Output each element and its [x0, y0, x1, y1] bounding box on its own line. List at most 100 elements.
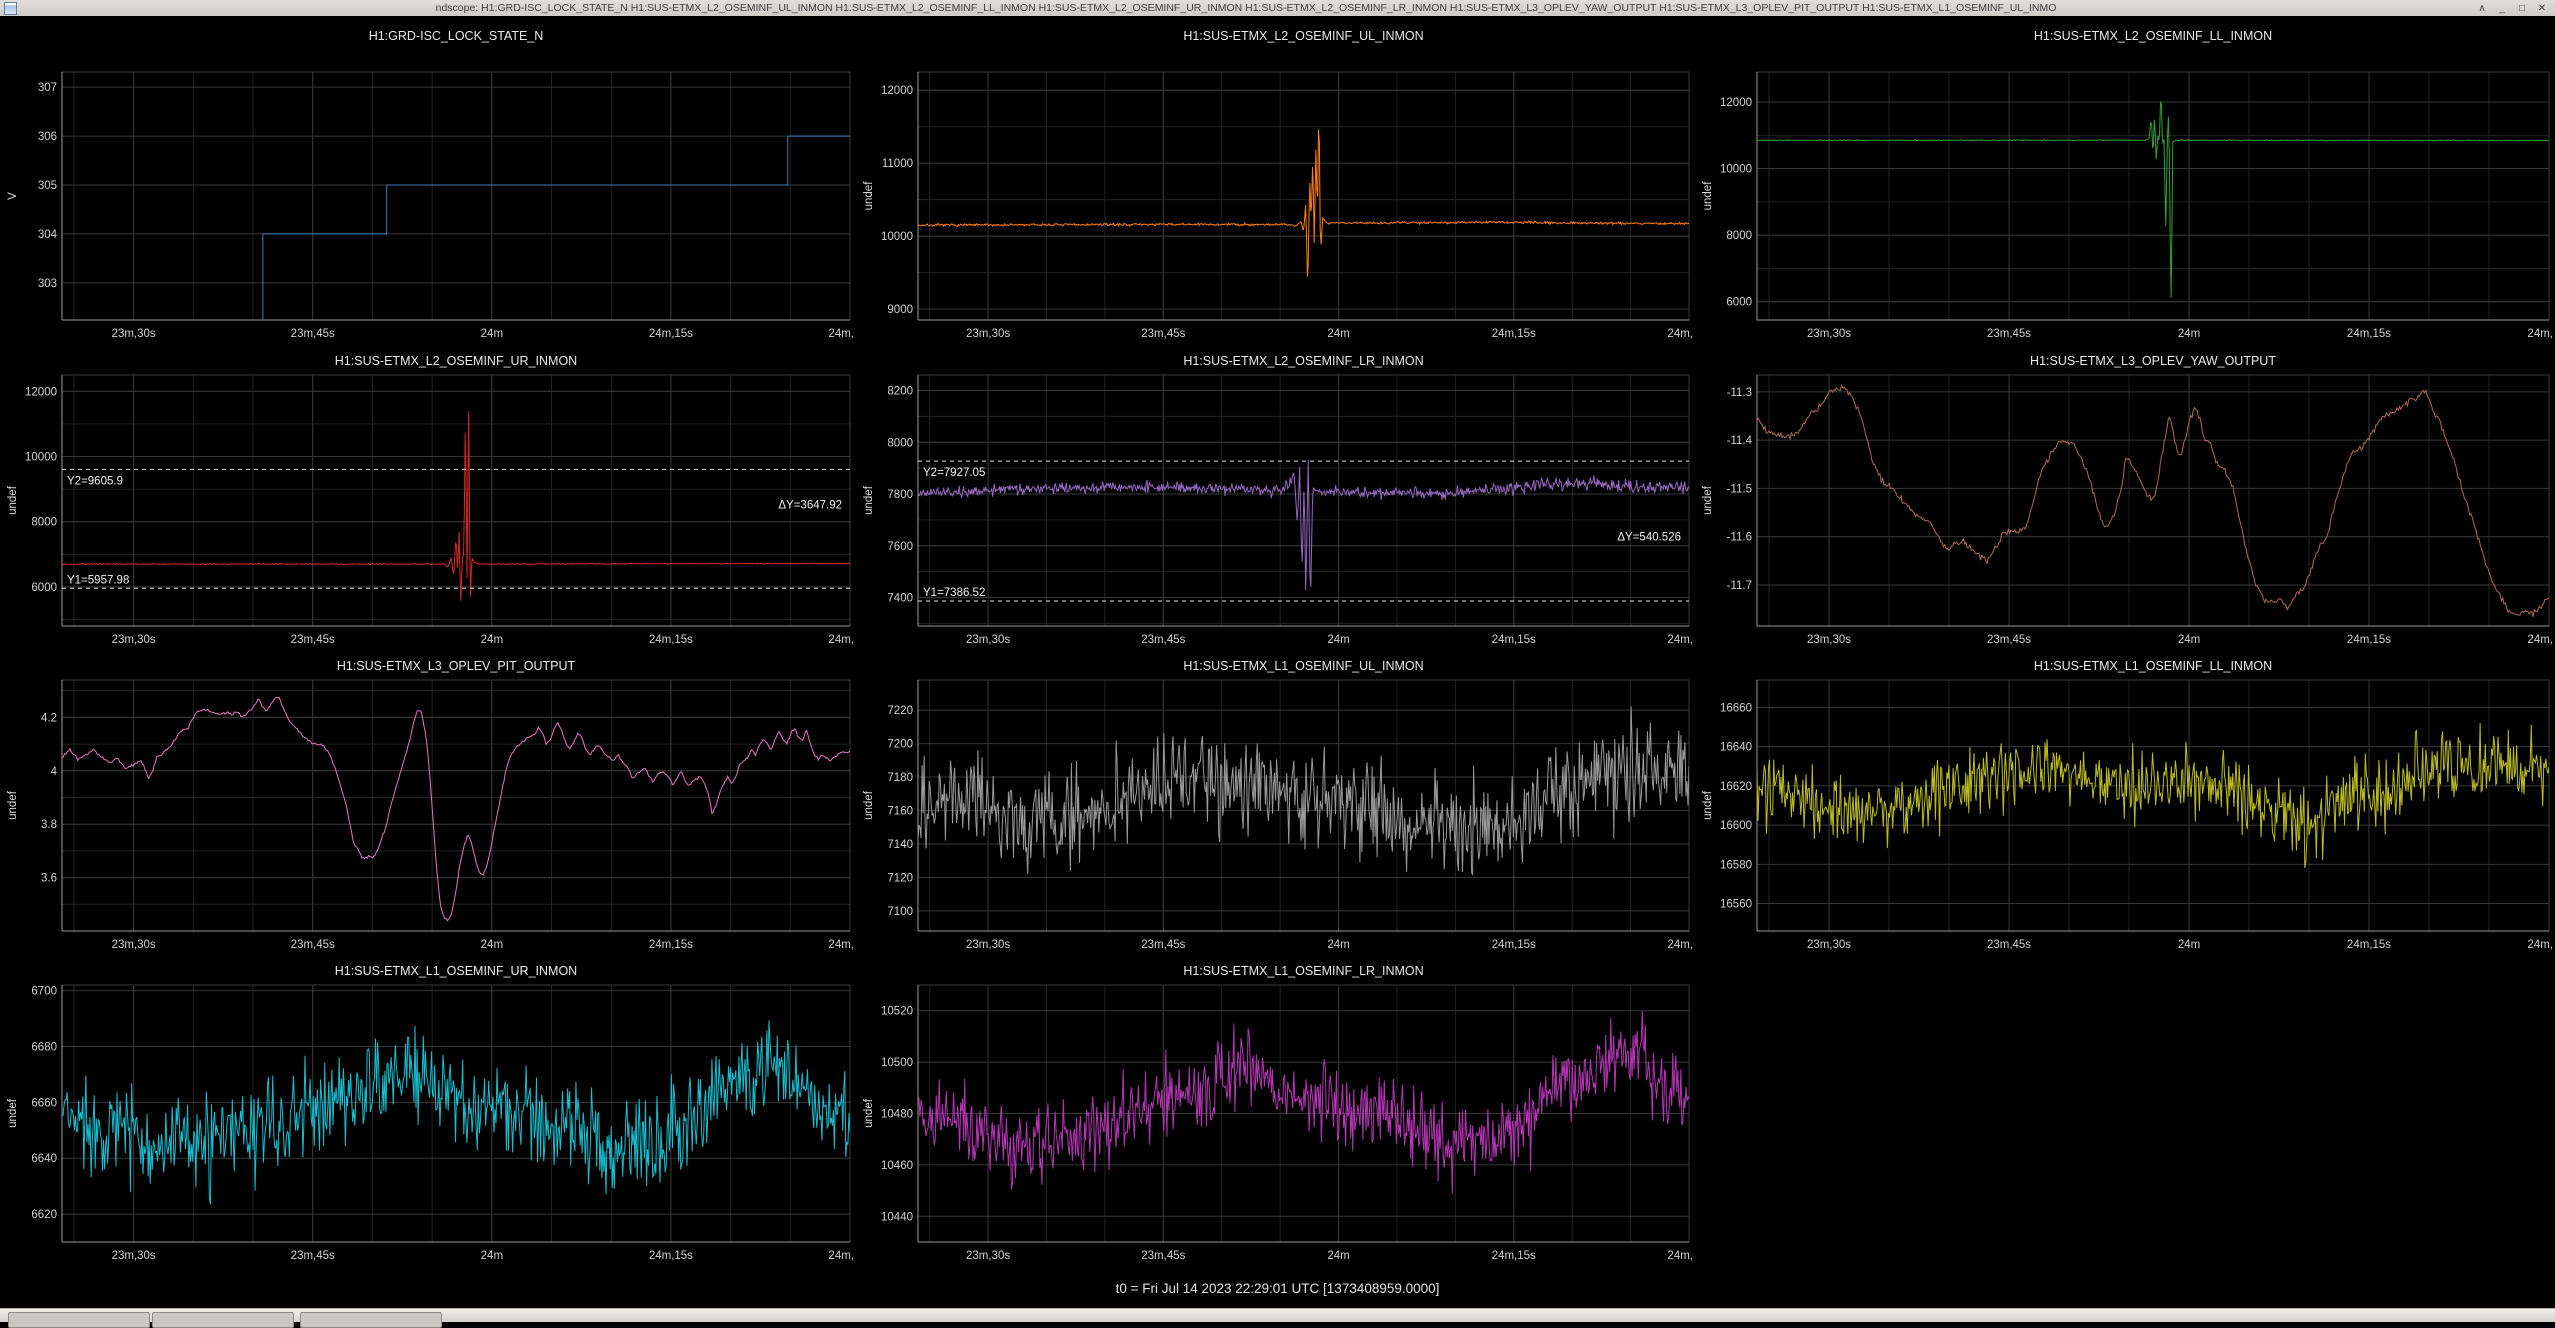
minimize-button[interactable]: _: [2495, 3, 2509, 14]
plot-canvas-l1-oseminf-ul[interactable]: 710071207140716071807200722023m,30s23m,4…: [856, 652, 1695, 957]
plot-canvas-l1-oseminf-ll[interactable]: 16560165801660016620166401666023m,30s23m…: [1695, 652, 2555, 957]
y-tick-label: 6000: [31, 582, 57, 594]
y-tick-label: 10000: [25, 451, 57, 463]
x-tick-label: 24m,: [2527, 939, 2553, 951]
y-axis-unit-label: undef: [863, 1098, 875, 1128]
y-axis-unit-label: undef: [7, 790, 19, 820]
plot-title-l2-oseminf-ur: H1:SUS-ETMX_L2_OSEMINF_UR_INMON: [335, 354, 577, 368]
plot-canvas-l3-oplev-pit[interactable]: 3.63.844.223m,30s23m,45s24m24m,15s24m,un…: [0, 652, 856, 957]
y-axis-unit-label: undef: [1702, 485, 1714, 515]
x-tick-label: 23m,30s: [1807, 634, 1851, 646]
app-window-icon: [4, 2, 17, 15]
x-tick-label: 23m,45s: [291, 939, 335, 951]
close-button[interactable]: ✕: [2535, 3, 2549, 14]
taskbar: [0, 1308, 2555, 1322]
x-tick-label: 24m,15s: [649, 939, 693, 951]
plot-canvas-l3-oplev-yaw[interactable]: -11.7-11.6-11.5-11.4-11.323m,30s23m,45s2…: [1695, 347, 2555, 652]
x-tick-label: 24m: [2178, 939, 2200, 951]
y-tick-label: 10480: [881, 1109, 913, 1121]
x-tick-label: 23m,45s: [1987, 328, 2031, 340]
plot-frame: [1757, 72, 2549, 320]
series-line-l3-oplev-yaw: [1757, 385, 2549, 617]
y-tick-label: 16620: [1720, 781, 1752, 793]
series-line-l2-oseminf-ul: [918, 130, 1689, 277]
y-tick-label: 7200: [887, 739, 913, 751]
plot-canvas-l1-oseminf-ur[interactable]: 6620664066606680670023m,30s23m,45s24m24m…: [0, 957, 856, 1269]
plot-canvas-l1-oseminf-lr[interactable]: 104401046010480105001052023m,30s23m,45s2…: [856, 957, 1695, 1269]
x-tick-label: 23m,30s: [112, 1250, 156, 1262]
x-tick-label: 24m: [481, 634, 503, 646]
x-tick-label: 23m,30s: [1807, 939, 1851, 951]
taskbar-button-3[interactable]: [300, 1312, 442, 1328]
x-tick-label: 24m,15s: [2347, 634, 2391, 646]
x-tick-label: 24m: [1327, 328, 1349, 340]
x-tick-label: 23m,45s: [1141, 939, 1185, 951]
plot-title-l2-oseminf-ll: H1:SUS-ETMX_L2_OSEMINF_LL_INMON: [2034, 29, 2272, 43]
plot-canvas-l2-oseminf-ul[interactable]: 900010000110001200023m,30s23m,45s24m24m,…: [856, 16, 1695, 347]
plot-canvas-l2-oseminf-lr[interactable]: Y2=7927.05Y1=7386.52ΔY=540.5267400760078…: [856, 347, 1695, 652]
y-tick-label: -11.5: [1727, 483, 1752, 495]
plot-title-grd-isc-lock-state: H1:GRD-ISC_LOCK_STATE_N: [369, 29, 544, 43]
empty-cell: [1695, 957, 2555, 1269]
x-tick-label: 23m,30s: [966, 634, 1010, 646]
x-tick-label: 24m: [1327, 939, 1349, 951]
y-tick-label: 6620: [31, 1209, 57, 1221]
series-line-grd-isc-lock-state: [263, 136, 850, 327]
x-tick-label: 24m,15s: [1492, 328, 1536, 340]
plot-cell-grd-isc-lock-state: 30330430530630723m,30s23m,45s24m24m,15s2…: [0, 16, 856, 347]
y-tick-label: 304: [38, 229, 58, 241]
plot-title-l1-oseminf-lr: H1:SUS-ETMX_L1_OSEMINF_LR_INMON: [1183, 964, 1423, 978]
y-tick-label: 7400: [887, 593, 913, 605]
y-axis-unit-label: undef: [863, 485, 875, 515]
y-tick-label: 16600: [1720, 820, 1752, 832]
y-tick-label: 16640: [1720, 742, 1752, 754]
series-line-l1-oseminf-lr: [918, 1011, 1689, 1194]
y-axis-unit-label: undef: [1702, 181, 1714, 211]
y-tick-label: 3.8: [41, 819, 57, 831]
x-tick-label: 24m,15s: [2347, 328, 2391, 340]
x-tick-label: 24m,: [1667, 1250, 1693, 1262]
y-tick-label: 8000: [1726, 230, 1752, 242]
maximize-button[interactable]: □: [2515, 3, 2529, 14]
series-line-l1-oseminf-ul: [918, 706, 1689, 874]
x-tick-label: 24m,: [1667, 634, 1693, 646]
plot-canvas-grd-isc-lock-state[interactable]: 30330430530630723m,30s23m,45s24m24m,15s2…: [0, 16, 856, 347]
plot-canvas-l2-oseminf-ll[interactable]: 60008000100001200023m,30s23m,45s24m24m,1…: [1695, 16, 2555, 347]
y-tick-label: 10000: [881, 231, 913, 243]
y-tick-label: 8000: [31, 517, 57, 529]
plot-title-l1-oseminf-ul: H1:SUS-ETMX_L1_OSEMINF_UL_INMON: [1183, 659, 1423, 673]
plot-cell-l3-oplev-pit: 3.63.844.223m,30s23m,45s24m24m,15s24m,un…: [0, 652, 856, 957]
y-tick-label: 7140: [887, 839, 913, 851]
taskbar-button-1[interactable]: [8, 1312, 150, 1328]
x-tick-label: 24m: [481, 1250, 503, 1262]
taskbar-button-2[interactable]: [152, 1312, 294, 1328]
y-tick-label: -11.3: [1727, 387, 1752, 399]
y-tick-label: 6680: [31, 1041, 57, 1053]
y-tick-label: 7120: [887, 872, 913, 884]
plot-title-l3-oplev-pit: H1:SUS-ETMX_L3_OPLEV_PIT_OUTPUT: [337, 659, 576, 673]
y-tick-label: 10520: [881, 1006, 913, 1018]
y-tick-label: 16560: [1720, 899, 1752, 911]
y-tick-label: 3.6: [41, 873, 57, 885]
y-tick-label: 306: [38, 131, 57, 143]
y-axis-unit-label: undef: [863, 790, 875, 820]
x-tick-label: 24m,: [828, 1250, 854, 1262]
x-tick-label: 23m,30s: [112, 939, 156, 951]
y-axis-unit-label: undef: [863, 181, 875, 211]
x-tick-label: 24m: [2178, 328, 2200, 340]
x-tick-label: 23m,45s: [1141, 328, 1185, 340]
y-tick-label: 7220: [887, 705, 913, 717]
series-line-l2-oseminf-lr: [918, 460, 1689, 590]
plot-cell-l1-oseminf-ur: 6620664066606680670023m,30s23m,45s24m24m…: [0, 957, 856, 1269]
plot-title-l1-oseminf-ll: H1:SUS-ETMX_L1_OSEMINF_LL_INMON: [2034, 659, 2272, 673]
plot-title-l2-oseminf-lr: H1:SUS-ETMX_L2_OSEMINF_LR_INMON: [1183, 354, 1423, 368]
window-controls: ∧ _ □ ✕: [2475, 3, 2549, 14]
plot-canvas-l2-oseminf-ur[interactable]: Y2=9605.9Y1=5957.98ΔY=3647.9260008000100…: [0, 347, 856, 652]
y-axis-unit-label: V: [7, 192, 19, 200]
x-tick-label: 24m,15s: [649, 634, 693, 646]
x-tick-label: 23m,45s: [291, 328, 335, 340]
pin-button[interactable]: ∧: [2475, 3, 2489, 14]
x-tick-label: 24m: [481, 939, 503, 951]
plot-frame: [1757, 680, 2549, 931]
cursor-label-dy: ΔY=540.526: [1617, 532, 1681, 544]
